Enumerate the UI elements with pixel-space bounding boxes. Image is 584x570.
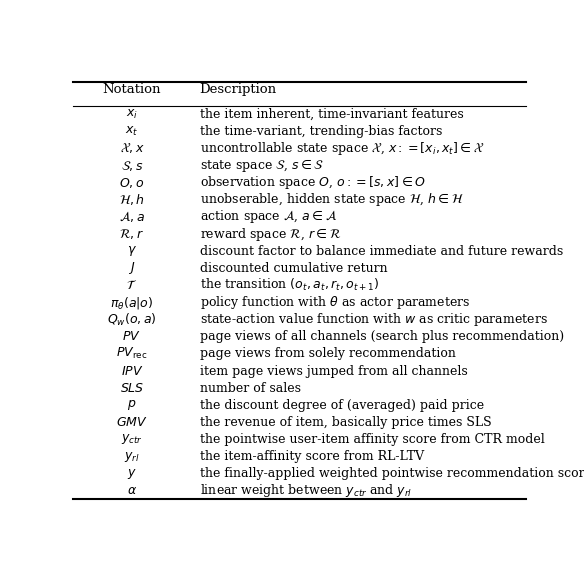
Text: discounted cumulative return: discounted cumulative return — [200, 262, 387, 275]
Text: the transition $(o_t, a_t, r_t, o_{t+1})$: the transition $(o_t, a_t, r_t, o_{t+1})… — [200, 278, 379, 294]
Text: observation space $O$, $o := [s, x] \in O$: observation space $O$, $o := [s, x] \in … — [200, 174, 425, 191]
Text: $\pi_\theta(a|o)$: $\pi_\theta(a|o)$ — [110, 295, 154, 311]
Text: reward space $\mathcal{R}$, $r \in \mathcal{R}$: reward space $\mathcal{R}$, $r \in \math… — [200, 226, 341, 243]
Text: $y$: $y$ — [127, 467, 137, 481]
Text: discount factor to balance immediate and future rewards: discount factor to balance immediate and… — [200, 245, 563, 258]
Text: $PV_{\mathrm{rec}}$: $PV_{\mathrm{rec}}$ — [116, 347, 148, 361]
Text: action space $\mathcal{A}$, $a \in \mathcal{A}$: action space $\mathcal{A}$, $a \in \math… — [200, 209, 337, 226]
Text: $x_t$: $x_t$ — [125, 125, 138, 138]
Text: uncontrollable state space $\mathcal{X}$, $x := [x_i, x_t] \in \mathcal{X}$: uncontrollable state space $\mathcal{X}$… — [200, 140, 484, 157]
Text: $IPV$: $IPV$ — [120, 365, 143, 377]
Text: $\gamma$: $\gamma$ — [127, 244, 137, 258]
Text: $\mathcal{A}, a$: $\mathcal{A}, a$ — [119, 209, 145, 225]
Text: $\mathcal{R}, r$: $\mathcal{R}, r$ — [119, 227, 144, 241]
Text: $Q_w(o, a)$: $Q_w(o, a)$ — [107, 312, 157, 328]
Text: page views of all channels (search plus recommendation): page views of all channels (search plus … — [200, 330, 564, 343]
Text: the discount degree of (averaged) paid price: the discount degree of (averaged) paid p… — [200, 399, 484, 412]
Text: the item inherent, time-invariant features: the item inherent, time-invariant featur… — [200, 108, 464, 121]
Text: state-action value function with $w$ as critic parameters: state-action value function with $w$ as … — [200, 311, 548, 328]
Text: linear weight between $y_{ctr}$ and $y_{rl}$: linear weight between $y_{ctr}$ and $y_{… — [200, 482, 412, 499]
Text: Notation: Notation — [103, 83, 161, 96]
Text: $\mathcal{T}$: $\mathcal{T}$ — [126, 279, 137, 292]
Text: item page views jumped from all channels: item page views jumped from all channels — [200, 365, 467, 377]
Text: the revenue of item, basically price times SLS: the revenue of item, basically price tim… — [200, 416, 491, 429]
Text: policy function with $\theta$ as actor parameters: policy function with $\theta$ as actor p… — [200, 294, 470, 311]
Text: $y_{ctr}$: $y_{ctr}$ — [121, 433, 143, 446]
Text: $y_{rl}$: $y_{rl}$ — [124, 450, 140, 463]
Text: $SLS$: $SLS$ — [120, 382, 144, 394]
Text: $PV$: $PV$ — [123, 330, 141, 343]
Text: the time-variant, trending-bias factors: the time-variant, trending-bias factors — [200, 125, 442, 138]
Text: $GMV$: $GMV$ — [116, 416, 148, 429]
Text: $p$: $p$ — [127, 398, 137, 412]
Text: $\mathcal{X}, x$: $\mathcal{X}, x$ — [120, 141, 144, 156]
Text: the item-affinity score from RL-LTV: the item-affinity score from RL-LTV — [200, 450, 424, 463]
Text: $\alpha$: $\alpha$ — [127, 484, 137, 498]
Text: number of sales: number of sales — [200, 382, 301, 394]
Text: unobserable, hidden state space $\mathcal{H}$, $h \in \mathcal{H}$: unobserable, hidden state space $\mathca… — [200, 192, 464, 209]
Text: $\mathcal{H}, h$: $\mathcal{H}, h$ — [119, 192, 145, 207]
Text: $\mathcal{S}, s$: $\mathcal{S}, s$ — [120, 158, 143, 173]
Text: state space $\mathcal{S}$, $s \in \mathcal{S}$: state space $\mathcal{S}$, $s \in \mathc… — [200, 157, 324, 174]
Text: $O, o$: $O, o$ — [119, 176, 144, 190]
Text: the pointwise user-item affinity score from CTR model: the pointwise user-item affinity score f… — [200, 433, 544, 446]
Text: $J$: $J$ — [128, 260, 135, 276]
Text: the finally-applied weighted pointwise recommendation score: the finally-applied weighted pointwise r… — [200, 467, 584, 480]
Text: $x_i$: $x_i$ — [126, 108, 138, 121]
Text: Description: Description — [200, 83, 277, 96]
Text: page views from solely recommendation: page views from solely recommendation — [200, 347, 456, 360]
